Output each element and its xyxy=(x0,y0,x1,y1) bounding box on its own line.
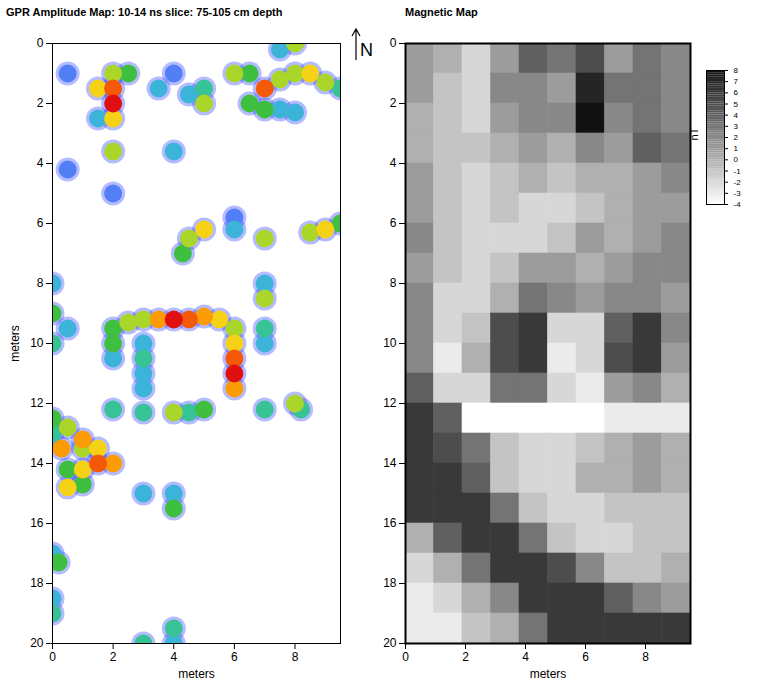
html-text:GPR Amplitude Map: 10-14 ns sl: GPR Amplitude Map: 10-14 ns slice: 75-10… xyxy=(6,6,283,18)
svg-text:16: 16 xyxy=(30,516,44,530)
svg-text:6: 6 xyxy=(734,88,739,97)
svg-text:4: 4 xyxy=(170,650,177,664)
svg-text:6: 6 xyxy=(37,216,44,230)
svg-text:0: 0 xyxy=(37,36,44,50)
svg-text:18: 18 xyxy=(30,576,44,590)
svg-text:16: 16 xyxy=(383,516,397,530)
svg-text:6: 6 xyxy=(390,216,397,230)
svg-text:12: 12 xyxy=(30,396,44,410)
svg-text:7: 7 xyxy=(734,77,739,86)
svg-text:0: 0 xyxy=(390,36,397,50)
svg-text:3: 3 xyxy=(734,122,739,131)
svg-text:8: 8 xyxy=(734,66,739,75)
svg-text:4: 4 xyxy=(734,111,739,120)
svg-text:4: 4 xyxy=(522,650,529,664)
svg-text:4: 4 xyxy=(390,156,397,170)
svg-text:meters: meters xyxy=(8,325,22,362)
svg-text:2: 2 xyxy=(462,650,469,664)
svg-text:6: 6 xyxy=(231,650,238,664)
svg-text:2: 2 xyxy=(390,96,397,110)
svg-text:10: 10 xyxy=(30,336,44,350)
svg-text:-4: -4 xyxy=(734,200,742,209)
svg-text:8: 8 xyxy=(37,276,44,290)
svg-text:20: 20 xyxy=(383,636,397,650)
svg-text:0: 0 xyxy=(402,650,409,664)
svg-text:18: 18 xyxy=(383,576,397,590)
html-text:Magnetic Map: Magnetic Map xyxy=(405,6,478,18)
svg-text:meters: meters xyxy=(530,667,567,681)
svg-text:6: 6 xyxy=(582,650,589,664)
svg-text:14: 14 xyxy=(383,456,397,470)
html-text:nT: nT xyxy=(688,127,701,141)
svg-text:0: 0 xyxy=(49,650,56,664)
svg-text:0: 0 xyxy=(734,155,739,164)
svg-text:10: 10 xyxy=(383,336,397,350)
svg-text:meters: meters xyxy=(178,667,215,681)
svg-text:-2: -2 xyxy=(734,178,742,187)
svg-text:20: 20 xyxy=(30,636,44,650)
svg-text:2: 2 xyxy=(37,96,44,110)
svg-text:-3: -3 xyxy=(734,189,742,198)
svg-text:N: N xyxy=(360,40,373,60)
svg-text:12: 12 xyxy=(383,396,397,410)
svg-text:2: 2 xyxy=(110,650,117,664)
svg-text:5: 5 xyxy=(734,100,739,109)
svg-text:2: 2 xyxy=(734,133,739,142)
svg-text:-1: -1 xyxy=(734,167,742,176)
svg-text:1: 1 xyxy=(734,144,739,153)
svg-text:4: 4 xyxy=(37,156,44,170)
svg-text:14: 14 xyxy=(30,456,44,470)
svg-text:8: 8 xyxy=(390,276,397,290)
svg-text:8: 8 xyxy=(292,650,299,664)
svg-text:8: 8 xyxy=(642,650,649,664)
